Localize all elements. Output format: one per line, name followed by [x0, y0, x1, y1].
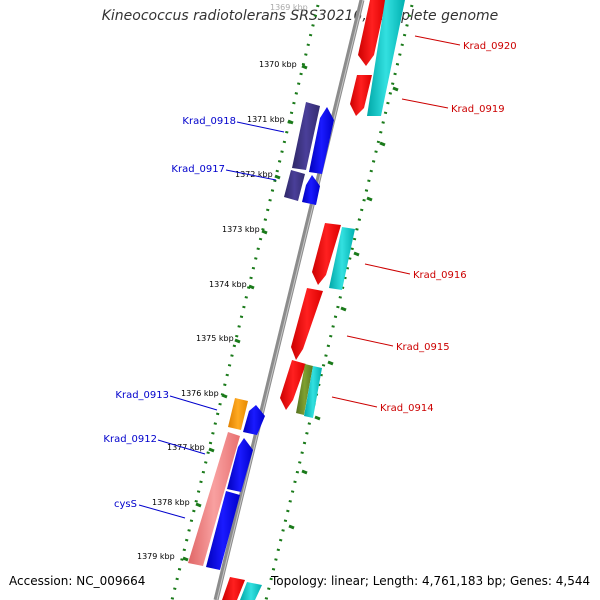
gene-krad-0913-orange[interactable]	[228, 398, 248, 430]
scale-label-1369: 1369 kbp	[270, 3, 308, 12]
scale-label-1377: 1377 kbp	[167, 443, 205, 452]
gene-label-krad-0919[interactable]: Krad_0919	[451, 104, 505, 115]
gene-cyss-blue[interactable]	[206, 491, 240, 570]
genome-backbone	[213, 0, 365, 600]
gene-krad-0914-cyan[interactable]	[304, 366, 322, 418]
connector-krad-0919	[401, 98, 449, 109]
scale-label-1373: 1373 kbp	[222, 225, 260, 234]
gene-krad-0918-navy[interactable]	[292, 102, 320, 170]
scale-label-1371: 1371 kbp	[247, 115, 285, 124]
connector-krad-0917	[225, 169, 277, 181]
right-major-ticks	[288, 86, 399, 530]
connector-krad-0915	[346, 335, 394, 347]
connector-krad-0914	[331, 396, 378, 408]
scale-label-1379: 1379 kbp	[137, 552, 175, 561]
accession-text: Accession: NC_009664	[9, 574, 146, 588]
scale-label-1370: 1370 kbp	[259, 60, 297, 69]
genome-summary-text: Topology: linear; Length: 4,761,183 bp; …	[271, 574, 591, 588]
connector-krad-0918	[236, 121, 285, 133]
scale-label-1374: 1374 kbp	[209, 280, 247, 289]
right-tick-track	[264, 4, 414, 600]
gene-label-krad-0913[interactable]: Krad_0913	[115, 390, 169, 401]
connector-cyss	[138, 504, 186, 519]
scale-label-1375: 1375 kbp	[196, 334, 234, 343]
gene-red-top-b[interactable]	[350, 75, 372, 116]
gene-krad-0917-blue[interactable]	[302, 175, 320, 205]
gene-krad-0916-red[interactable]	[312, 223, 341, 285]
connector-krad-0916	[364, 263, 411, 275]
gene-krad-0914-olive[interactable]	[296, 364, 313, 415]
scale-label-1372: 1372 kbp	[235, 170, 273, 179]
gene-krad-0919-cyan[interactable]	[367, 0, 405, 116]
scale-label-1378: 1378 kbp	[152, 498, 190, 507]
gene-krad-0915-red[interactable]	[291, 288, 323, 360]
gene-cyan-bottom[interactable]	[240, 582, 262, 600]
gene-label-krad-0920[interactable]: Krad_0920	[463, 41, 517, 52]
gene-krad-0913-blue[interactable]	[243, 405, 265, 435]
gene-cyss-pink[interactable]	[188, 432, 240, 566]
left-major-ticks	[182, 64, 308, 562]
gene-krad-0916-cyan[interactable]	[329, 227, 355, 290]
gene-label-krad-0916[interactable]: Krad_0916	[413, 270, 467, 281]
gene-krad-0920-red[interactable]	[358, 0, 386, 66]
gene-krad-0917-navy[interactable]	[284, 170, 305, 201]
gene-label-krad-0915[interactable]: Krad_0915	[396, 342, 450, 353]
connector-krad-0913	[169, 395, 218, 411]
connector-krad-0912	[157, 439, 206, 455]
gene-label-krad-0912[interactable]: Krad_0912	[103, 434, 157, 445]
gene-label-krad-0917[interactable]: Krad_0917	[171, 164, 225, 175]
scale-label-1376: 1376 kbp	[181, 389, 219, 398]
gene-red-bottom[interactable]	[222, 577, 245, 600]
gene-label-krad-0914[interactable]: Krad_0914	[380, 403, 434, 414]
gene-label-cyss[interactable]: cysS	[114, 499, 137, 510]
gene-krad-0918-blue[interactable]	[309, 107, 334, 174]
left-tick-track	[170, 4, 320, 600]
connector-krad-0920	[414, 35, 461, 46]
gene-krad-0912-blue[interactable]	[227, 438, 253, 492]
genome-backbone-highlight	[216, 0, 364, 600]
gene-label-krad-0918[interactable]: Krad_0918	[182, 116, 236, 127]
gene-red-0914a[interactable]	[280, 360, 306, 410]
